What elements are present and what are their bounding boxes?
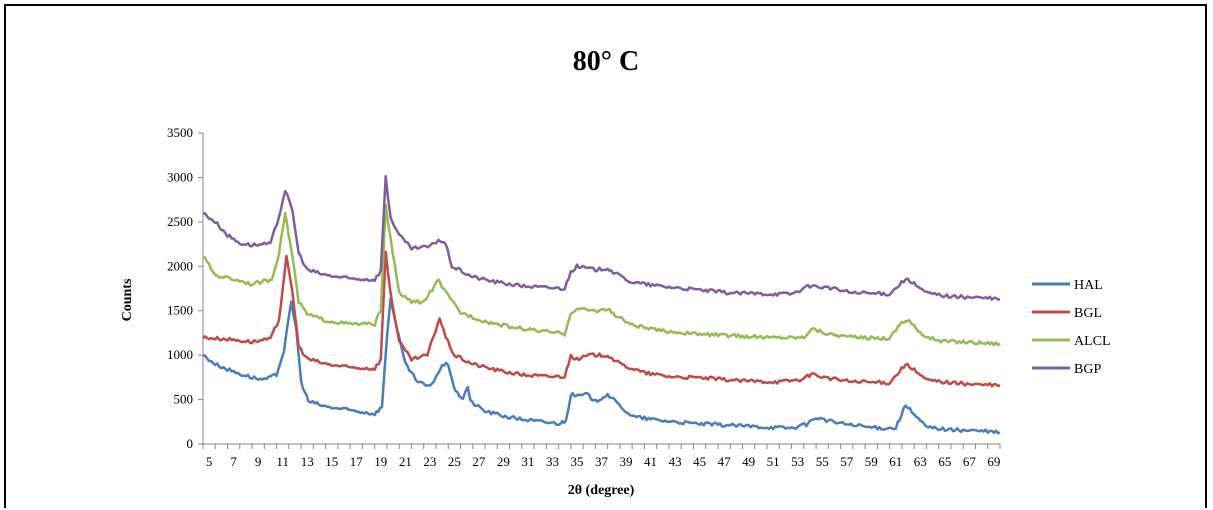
x-tick-label: 53 [791, 454, 804, 469]
legend-label-bgl: BGL [1074, 306, 1102, 321]
x-tick-label: 43 [669, 454, 682, 469]
x-tick-label: 31 [521, 454, 534, 469]
series-line-bgp [202, 174, 1001, 301]
chart-frame [4, 4, 1207, 508]
x-tick-label: 67 [963, 454, 977, 469]
x-tick-label: 5 [206, 454, 213, 469]
y-tick-label: 2500 [167, 214, 193, 229]
x-tick-label: 23 [423, 454, 436, 469]
y-tick-label: 1500 [167, 303, 193, 318]
x-tick-label: 45 [693, 454, 706, 469]
y-tick-label: 0 [187, 436, 194, 451]
x-tick-label: 25 [448, 454, 461, 469]
chart-title: 80° C [573, 46, 639, 77]
legend: HAL BGL ALCL BGP [1032, 278, 1111, 377]
x-tick-label: 69 [987, 454, 1000, 469]
legend-label-hal: HAL [1074, 278, 1103, 293]
x-tick-label: 57 [840, 454, 854, 469]
x-tick-label: 27 [472, 454, 486, 469]
x-tick-label: 15 [325, 454, 338, 469]
x-tick-label: 19 [374, 454, 387, 469]
x-tick-label: 37 [595, 454, 609, 469]
x-tick-label: 51 [767, 454, 780, 469]
legend-label-bgp: BGP [1074, 362, 1101, 377]
series-line-hal [202, 297, 1001, 435]
x-tick-label: 29 [497, 454, 510, 469]
x-tick-label: 21 [399, 454, 412, 469]
x-tick-label: 55 [816, 454, 829, 469]
x-tick-label: 49 [742, 454, 755, 469]
series-line-alcl [202, 203, 1001, 347]
x-tick-label: 41 [644, 454, 657, 469]
x-tick-label: 9 [255, 454, 262, 469]
x-tick-label: 47 [718, 454, 732, 469]
legend-label-alcl: ALCL [1074, 334, 1111, 349]
x-tick-label: 61 [889, 454, 902, 469]
y-axis-title: Counts [120, 278, 135, 321]
x-axis-title: 2θ (degree) [568, 483, 635, 498]
x-tick-label: 11 [276, 454, 289, 469]
x-tick-label: 33 [546, 454, 559, 469]
series-line-bgl [202, 250, 1001, 388]
y-tick-label: 500 [174, 392, 194, 407]
y-tick-label: 2000 [167, 258, 193, 273]
x-tick-label: 65 [938, 454, 951, 469]
x-tick-label: 35 [570, 454, 583, 469]
x-tick-label: 59 [865, 454, 878, 469]
series-layer [202, 174, 1001, 435]
x-tick-label: 39 [620, 454, 633, 469]
x-tick-label: 7 [230, 454, 237, 469]
x-tick-label: 13 [301, 454, 314, 469]
y-tick-label: 3000 [167, 169, 193, 184]
x-tick-label: 63 [914, 454, 927, 469]
y-tick-label: 3500 [167, 125, 193, 140]
y-tick-label: 1000 [167, 347, 193, 362]
x-tick-label: 17 [350, 454, 364, 469]
